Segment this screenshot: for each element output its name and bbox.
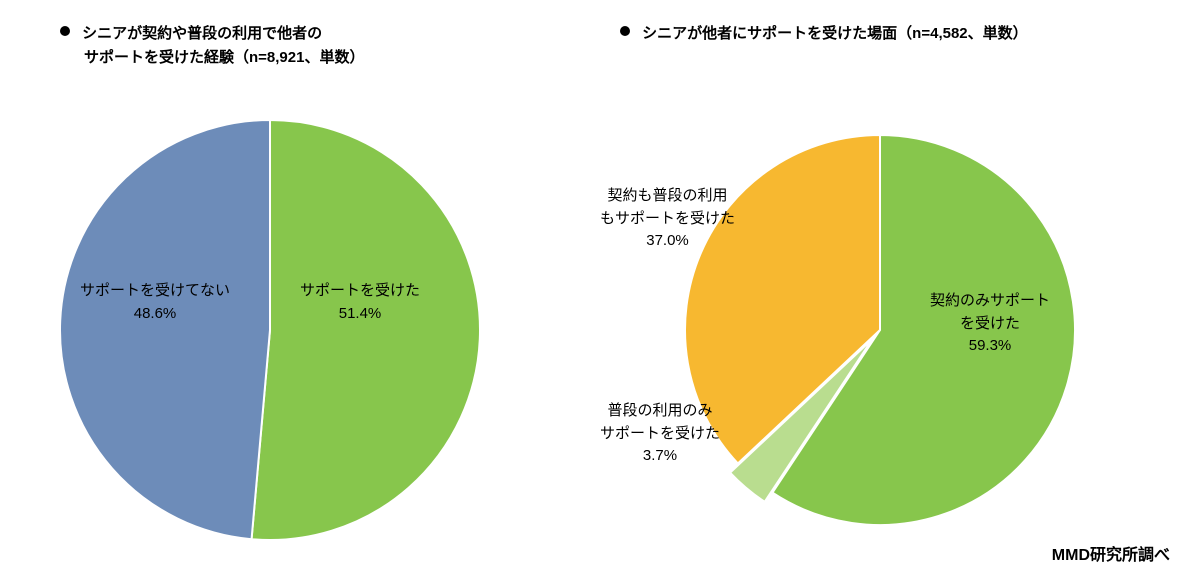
- page-root: シニアが契約や普段の利用で他者の サポートを受けた経験（n=8,921、単数） …: [0, 0, 1200, 577]
- slice-value-text: 51.4%: [300, 303, 420, 326]
- slice-label-text: 契約も普段の利用: [600, 185, 735, 208]
- slice-label-not-received: サポートを受けてない 48.6%: [80, 280, 230, 325]
- slice-value-text: 48.6%: [80, 303, 230, 326]
- slice-label-text2: もサポートを受けた: [600, 208, 735, 231]
- slice-label-text2: を受けた: [930, 313, 1050, 336]
- credit-text: MMD研究所調べ: [1052, 541, 1170, 565]
- slice-value-text: 59.3%: [930, 335, 1050, 358]
- slice-label-text: サポートを受けてない: [80, 280, 230, 303]
- slice-label-daily-only: 普段の利用のみ サポートを受けた 3.7%: [600, 400, 720, 468]
- slice-label-text2: サポートを受けた: [600, 423, 720, 446]
- slice-label-contract-only: 契約のみサポート を受けた 59.3%: [930, 290, 1050, 358]
- slice-label-received: サポートを受けた 51.4%: [300, 280, 420, 325]
- slice-label-text: サポートを受けた: [300, 280, 420, 303]
- slice-label-text: 契約のみサポート: [930, 290, 1050, 313]
- slice-value-text: 37.0%: [600, 230, 735, 253]
- slice-label-both: 契約も普段の利用 もサポートを受けた 37.0%: [600, 185, 735, 253]
- slice-label-text: 普段の利用のみ: [600, 400, 720, 423]
- slice-value-text: 3.7%: [600, 445, 720, 468]
